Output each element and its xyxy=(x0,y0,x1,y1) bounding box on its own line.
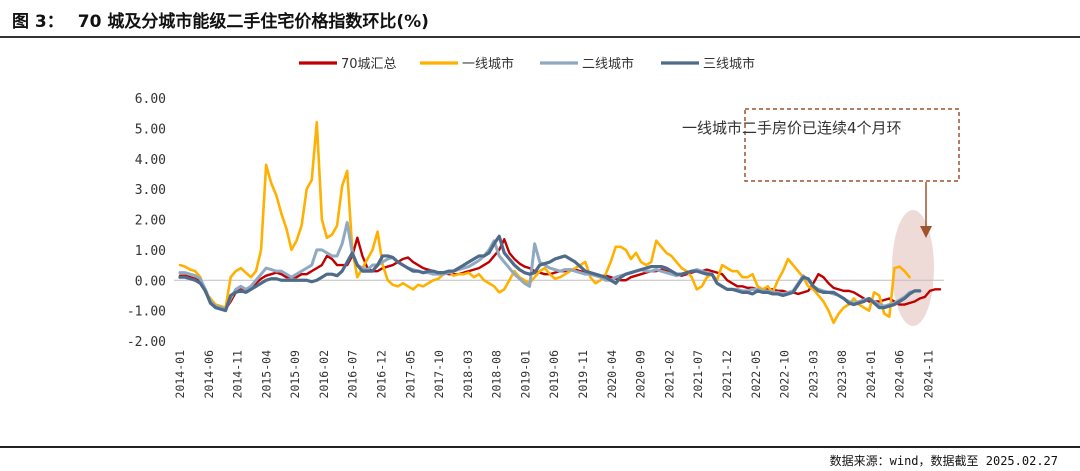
x-tick-label: 2015-04 xyxy=(259,350,273,399)
figure-title: 70 城及分城市能级二手住宅价格指数环比(%) xyxy=(77,12,429,32)
x-tick-label: 2014-01 xyxy=(173,350,187,399)
x-tick-label: 2019-11 xyxy=(576,350,590,399)
y-tick-label: 3.00 xyxy=(135,183,166,198)
x-tick-label: 2018-03 xyxy=(461,350,475,399)
x-tick-label: 2020-09 xyxy=(634,350,648,399)
title-bar: 图 3： 70 城及分城市能级二手住宅价格指数环比(%) xyxy=(0,0,1080,38)
y-tick-label: 4.00 xyxy=(135,153,166,168)
x-tick-label: 2022-05 xyxy=(749,350,763,398)
y-tick-label: 6.00 xyxy=(135,92,166,107)
x-tick-label: 2014-11 xyxy=(231,350,245,399)
x-tick-label: 2024-11 xyxy=(921,350,935,399)
x-tick-label: 2019-06 xyxy=(547,350,561,399)
series-line xyxy=(178,221,922,311)
y-tick-label: 0.00 xyxy=(135,274,166,289)
x-tick-label: 2021-07 xyxy=(691,350,705,399)
x-tick-label: 2017-10 xyxy=(432,350,446,399)
x-tick-label: 2016-02 xyxy=(317,350,331,398)
y-tick-label: -2.00 xyxy=(127,335,166,350)
x-tick-label: 2020-04 xyxy=(605,350,619,399)
x-tick-label: 2017-05 xyxy=(403,350,417,398)
legend-label: 一线城市 xyxy=(462,56,514,72)
footer-divider xyxy=(0,446,1080,448)
annotation-text: 一线城市二手房价已连续4个月环 xyxy=(682,119,902,137)
legend-label: 二线城市 xyxy=(582,56,634,72)
x-tick-label: 2024-01 xyxy=(864,350,878,399)
x-tick-label: 2016-12 xyxy=(375,350,389,398)
x-tick-label: 2019-01 xyxy=(518,350,532,399)
x-tick-label: 2023-08 xyxy=(835,350,849,399)
y-tick-label: 1.00 xyxy=(135,244,166,259)
x-tick-label: 2022-10 xyxy=(778,350,792,399)
chart-title: 图 3： 70 城及分城市能级二手住宅价格指数环比(%) xyxy=(12,7,429,32)
x-tick-label: 2018-08 xyxy=(490,350,504,399)
x-tick-label: 2021-12 xyxy=(720,350,734,398)
series-line xyxy=(178,236,942,311)
series-line xyxy=(178,121,911,325)
y-tick-label: -1.00 xyxy=(127,305,166,320)
annotation-box xyxy=(744,108,960,182)
x-tick-label: 2023-03 xyxy=(806,350,820,399)
legend-label: 三线城市 xyxy=(703,56,755,72)
series-line xyxy=(178,234,922,313)
annotation-arrow-head xyxy=(920,226,932,238)
data-source: 数据来源：wind，数据截至 2025.02.27 xyxy=(829,454,1058,468)
x-tick-label: 2016-07 xyxy=(346,350,360,399)
y-tick-label: 5.00 xyxy=(135,122,166,137)
legend-label: 70城汇总 xyxy=(341,57,397,72)
y-tick-label: 2.00 xyxy=(135,214,166,229)
x-tick-label: 2021-02 xyxy=(662,350,676,398)
x-tick-label: 2014-06 xyxy=(202,350,216,399)
figure-label: 图 3： xyxy=(12,12,64,32)
x-tick-label: 2015-09 xyxy=(288,350,302,399)
x-tick-label: 2024-06 xyxy=(893,350,907,399)
